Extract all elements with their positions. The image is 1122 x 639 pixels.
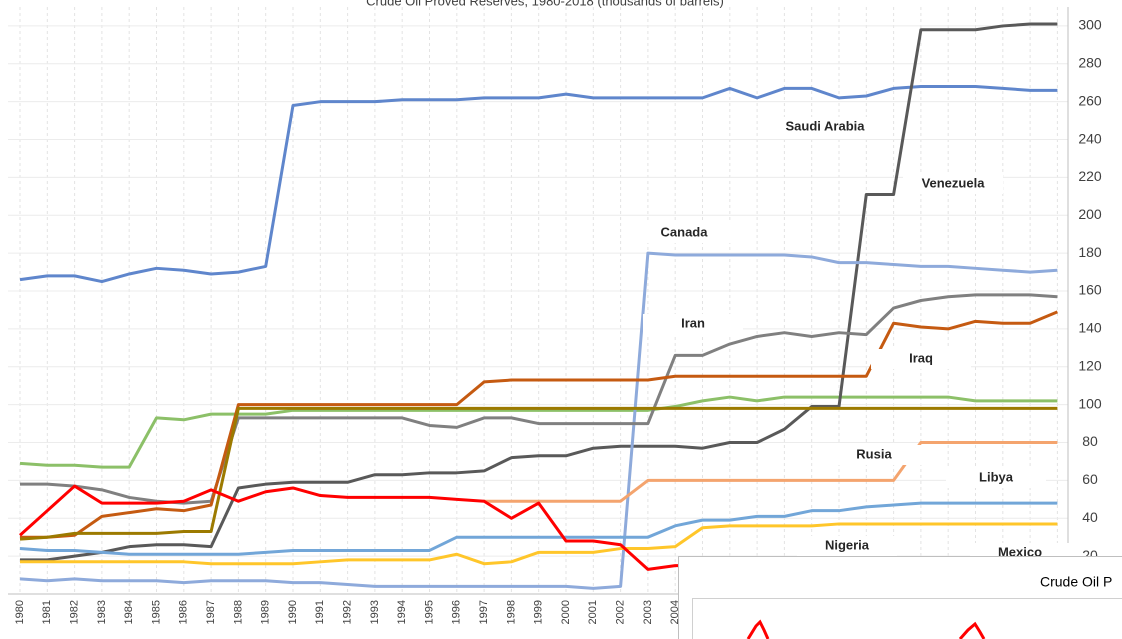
x-tick-label: 1980 bbox=[14, 600, 26, 624]
x-tick-label: 1982 bbox=[69, 600, 81, 624]
label-bg bbox=[797, 536, 897, 556]
series-line bbox=[19, 395, 1058, 469]
label-bg bbox=[775, 117, 875, 137]
x-tick-label: 1992 bbox=[342, 600, 354, 624]
x-tick-label: 1983 bbox=[96, 600, 108, 624]
label-bg bbox=[946, 468, 1046, 488]
x-tick-label: 1999 bbox=[533, 600, 545, 624]
x-tick-label: 1994 bbox=[396, 600, 408, 624]
series-line bbox=[20, 310, 1058, 539]
series-label: Venezuela bbox=[922, 175, 986, 190]
x-tick-label: 1986 bbox=[178, 600, 190, 624]
overlay-plot bbox=[692, 598, 1122, 639]
series-line bbox=[19, 251, 1058, 590]
x-tick-label: 1981 bbox=[41, 600, 53, 624]
y-tick-label: 160 bbox=[1078, 282, 1102, 298]
x-tick-label: 2000 bbox=[560, 600, 572, 624]
series-line bbox=[20, 293, 1058, 505]
y-tick-label: 60 bbox=[1082, 471, 1098, 487]
y-tick-label: 140 bbox=[1078, 320, 1102, 336]
series-line bbox=[19, 85, 1058, 284]
y-tick-label: 260 bbox=[1078, 92, 1102, 108]
x-tick-label: 1997 bbox=[478, 600, 490, 624]
series-label: Saudi Arabia bbox=[786, 118, 866, 133]
series-label: Canada bbox=[661, 224, 709, 239]
y-tick-label: 100 bbox=[1078, 395, 1102, 411]
label-bg bbox=[871, 349, 971, 369]
series-label: Iraq bbox=[909, 350, 933, 365]
label-bg bbox=[643, 314, 743, 334]
series-label: Mexico bbox=[998, 544, 1042, 559]
series-label: Nigeria bbox=[825, 537, 870, 552]
x-tick-label: 2001 bbox=[587, 600, 599, 624]
label-bg bbox=[824, 445, 924, 465]
series-label: Iran bbox=[681, 315, 705, 330]
label-bg bbox=[634, 223, 734, 243]
x-tick-label: 2002 bbox=[615, 600, 627, 624]
x-tick-label: 1990 bbox=[287, 600, 299, 624]
y-tick-label: 240 bbox=[1078, 130, 1102, 146]
y-tick-label: 40 bbox=[1082, 509, 1098, 525]
x-tick-label: 1995 bbox=[423, 600, 435, 624]
x-tick-label: 1989 bbox=[260, 600, 272, 624]
x-tick-label: 1993 bbox=[369, 600, 381, 624]
x-tick-label: 1996 bbox=[451, 600, 463, 624]
x-tick-label: 1985 bbox=[150, 600, 162, 624]
x-tick-label: 1991 bbox=[314, 600, 326, 624]
series-line bbox=[20, 22, 1058, 562]
series-line bbox=[19, 501, 1058, 556]
y-tick-label: 120 bbox=[1078, 357, 1102, 373]
label-bg bbox=[903, 174, 1003, 194]
y-tick-label: 80 bbox=[1082, 433, 1098, 449]
y-tick-label: 180 bbox=[1078, 244, 1102, 260]
y-tick-label: 300 bbox=[1078, 17, 1102, 33]
chart-title: Crude Oil Proved Reserves, 1980-2018 (th… bbox=[366, 0, 724, 8]
series-label: Rusia bbox=[856, 446, 892, 461]
overlay-line bbox=[746, 619, 986, 639]
x-tick-label: 1988 bbox=[232, 600, 244, 624]
series-line bbox=[484, 441, 1058, 503]
series-label: Libya bbox=[979, 469, 1014, 484]
series-line bbox=[20, 522, 1058, 566]
x-tick-label: 1998 bbox=[505, 600, 517, 624]
y-tick-label: 200 bbox=[1078, 206, 1102, 222]
overlay-window: Crude Oil P bbox=[678, 556, 1122, 639]
y-tick-label: 280 bbox=[1078, 55, 1102, 71]
series-line bbox=[19, 406, 1058, 541]
x-tick-label: 1987 bbox=[205, 600, 217, 624]
overlay-title: Crude Oil P bbox=[1040, 574, 1112, 590]
x-tick-label: 1984 bbox=[123, 600, 135, 624]
x-tick-label: 2003 bbox=[642, 600, 654, 624]
y-tick-label: 220 bbox=[1078, 168, 1102, 184]
